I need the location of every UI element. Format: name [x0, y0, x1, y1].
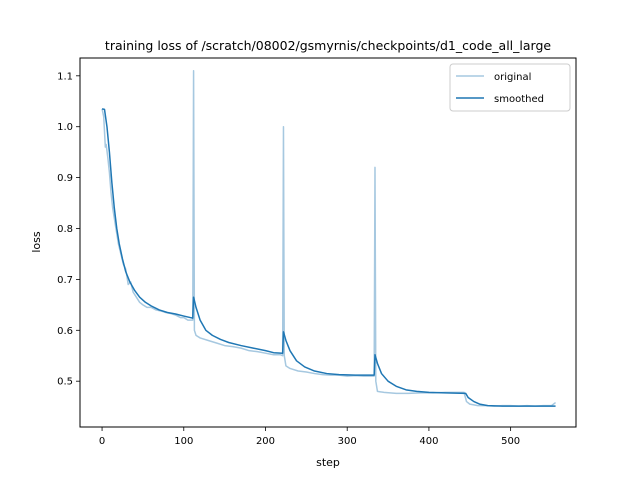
x-axis-label: step	[316, 456, 340, 469]
x-axis-ticks: 0 100 200 300 400 500	[99, 427, 520, 447]
y-axis-ticks: 0.5 0.6 0.7 0.8 0.9 1.0 1.1	[57, 71, 80, 388]
plot-area	[79, 57, 577, 428]
x-tick-label: 0	[99, 436, 105, 447]
y-tick-label: 1.1	[57, 71, 73, 82]
x-tick-label: 500	[501, 436, 520, 447]
y-tick-label: 1.0	[57, 122, 73, 133]
legend-label-smoothed: smoothed	[494, 94, 544, 105]
series-line-smoothed	[101, 108, 556, 407]
x-tick-label: 100	[174, 436, 193, 447]
y-axis-label: loss	[30, 231, 43, 253]
legend-label-original: original	[494, 72, 531, 83]
x-tick-label: 400	[419, 436, 438, 447]
axes-frame	[79, 57, 577, 428]
x-tick-label: 300	[338, 436, 357, 447]
chart-title: training loss of /scratch/08002/gsmyrnis…	[105, 38, 551, 53]
y-tick-label: 0.6	[57, 326, 73, 337]
y-tick-label: 0.8	[57, 224, 73, 235]
y-tick-label: 0.9	[57, 173, 73, 184]
y-tick-label: 0.5	[57, 377, 73, 388]
series-line-original	[101, 69, 557, 407]
y-tick-label: 0.7	[57, 275, 73, 286]
series-layer	[101, 69, 557, 407]
legend: original smoothed	[449, 63, 571, 112]
x-tick-label: 200	[256, 436, 275, 447]
